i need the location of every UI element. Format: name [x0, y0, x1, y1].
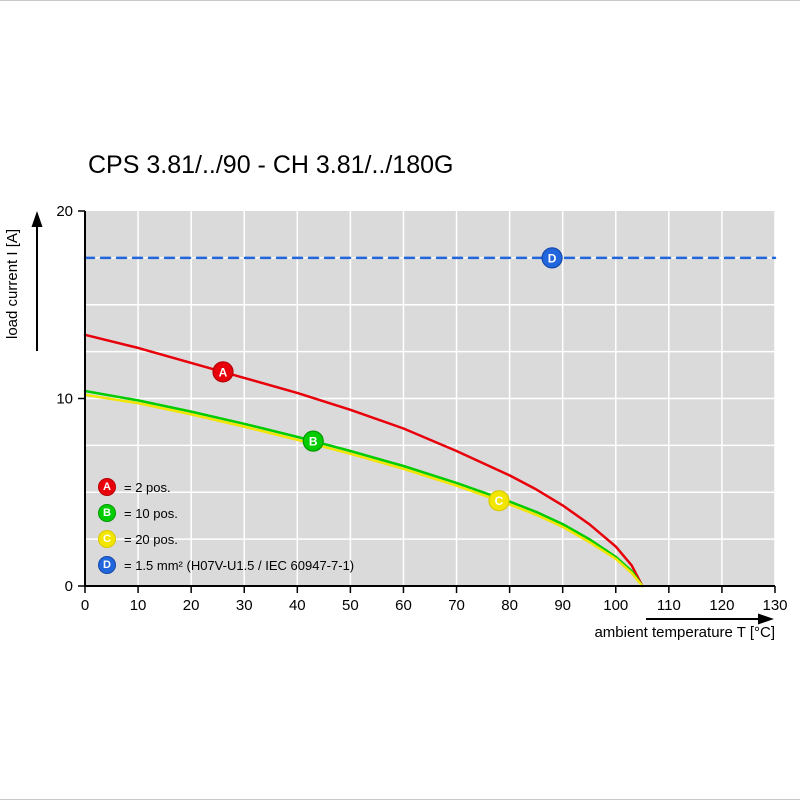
legend-item-c: C = 20 pos. — [98, 530, 354, 548]
y-tick-label: 0 — [65, 578, 73, 595]
y-axis-arrow-head-icon — [31, 211, 43, 227]
curve-B — [83, 389, 644, 588]
x-tick-label: 80 — [501, 597, 518, 614]
x-tick-label: 130 — [762, 597, 787, 614]
x-tick-label: 120 — [709, 597, 734, 614]
x-tick-label: 90 — [554, 597, 571, 614]
legend-marker-d-icon: D — [98, 556, 116, 574]
x-axis-label: ambient temperature T [°C] — [594, 624, 775, 641]
x-tick-label: 0 — [81, 597, 89, 614]
x-tick-label: 50 — [342, 597, 359, 614]
x-tick-label: 40 — [289, 597, 306, 614]
x-axis-arrow-head-icon — [758, 613, 774, 625]
y-tick-label: 10 — [56, 391, 73, 408]
legend-marker-c-icon: C — [98, 530, 116, 548]
curve-marker-D-letter: D — [548, 251, 557, 265]
x-tick-label: 30 — [236, 597, 253, 614]
x-tick-label: 10 — [130, 597, 147, 614]
curve-C — [83, 393, 644, 588]
x-tick-label: 110 — [657, 597, 681, 614]
legend-marker-a-icon: A — [98, 478, 116, 496]
legend-item-b: B = 10 pos. — [98, 504, 354, 522]
legend-marker-b-icon: B — [98, 504, 116, 522]
curve-marker-C-letter: C — [495, 494, 504, 508]
curve-marker-A-letter: A — [219, 365, 228, 379]
x-tick-label: 70 — [448, 597, 465, 614]
legend-label-d: = 1.5 mm² (H07V-U1.5 / IEC 60947-7-1) — [124, 557, 355, 573]
legend-label-a: = 2 pos. — [124, 479, 171, 495]
legend-item-d: D = 1.5 mm² (H07V-U1.5 / IEC 60947-7-1) — [98, 556, 354, 574]
chart-title: CPS 3.81/../90 - CH 3.81/../180G — [88, 151, 454, 179]
x-tick-label: 20 — [183, 597, 200, 614]
legend-label-b: = 10 pos. — [124, 505, 178, 521]
x-tick-label: 100 — [603, 597, 628, 614]
chart-legend: A = 2 pos. B = 10 pos. C = 20 pos. D = 1… — [98, 478, 354, 574]
curve-marker-B-icon — [302, 430, 324, 452]
curve-marker-D-icon — [541, 247, 563, 269]
curve-marker-C-icon — [488, 490, 510, 512]
legend-label-c: = 20 pos. — [124, 531, 178, 547]
curve-A — [83, 333, 644, 588]
y-tick-label: 20 — [56, 203, 73, 220]
curve-marker-B-letter: B — [309, 435, 318, 449]
x-tick-label: 60 — [395, 597, 412, 614]
curve-marker-A-icon — [212, 361, 234, 383]
legend-item-a: A = 2 pos. — [98, 478, 354, 496]
